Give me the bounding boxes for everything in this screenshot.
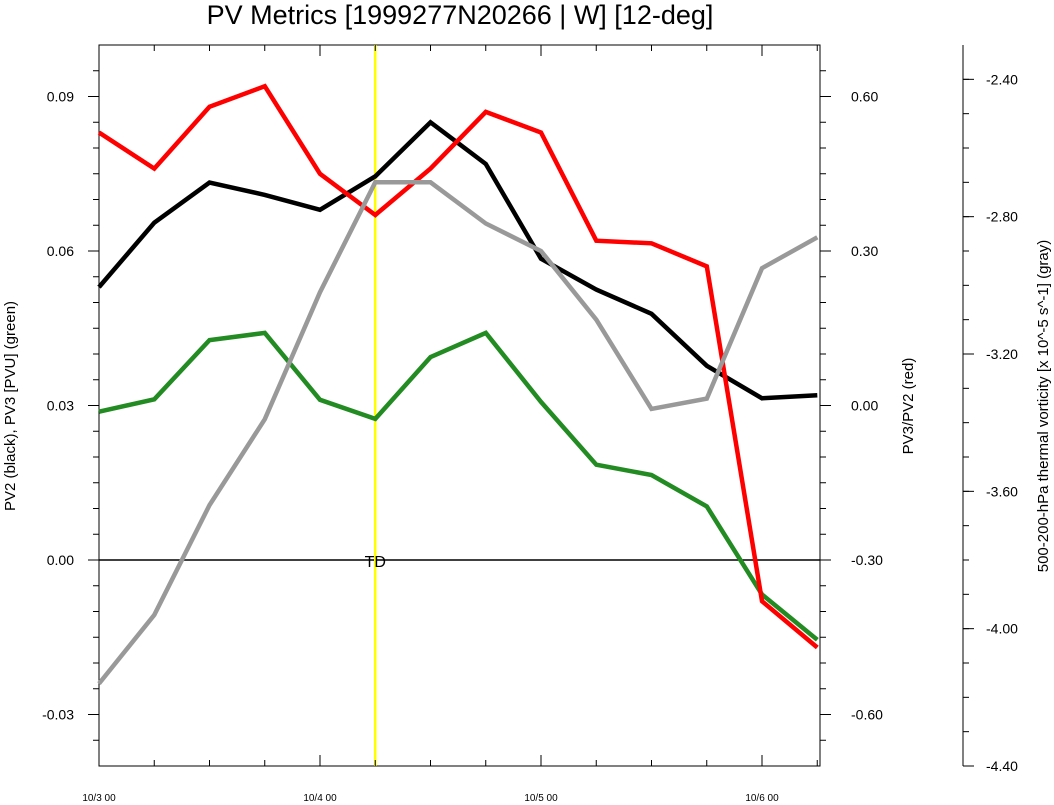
storm-stage-label: TD [365, 554, 386, 571]
y-far-right-tick-label: -4.40 [986, 758, 1018, 774]
x-tick-label: 10/3 00 [82, 793, 116, 804]
y-far-right-tick-label: -3.60 [986, 483, 1018, 499]
y-axis-right-label: PV3/PV2 (red) [900, 358, 917, 455]
y-left-tick-label: -0.03 [42, 707, 74, 723]
plot-frame [98, 44, 821, 767]
y-right-tick-label: 0.30 [851, 243, 878, 259]
x-tick-label: 10/5 00 [524, 793, 558, 804]
y-far-right-tick-label: -2.40 [986, 71, 1018, 87]
x-tick-label: 10/4 00 [303, 793, 337, 804]
y-right-tick-label: -0.30 [851, 552, 883, 568]
series-line-right-2 [97, 83, 819, 650]
y-left-tick-label: 0.06 [47, 243, 74, 259]
series-layer [97, 83, 819, 686]
y-far-right-tick-label: -2.80 [986, 209, 1018, 225]
series-line-far_right-3 [97, 180, 819, 686]
plot-frame-layer: TD [98, 44, 821, 767]
x-tick-label: 10/6 00 [745, 793, 779, 804]
y-left-tick-label: 0.00 [47, 552, 74, 568]
axes-layer: -0.03 0.00 0.03 0.06 0.09 -0.60 -0.30 0.00 0.30 0… [42, 45, 1018, 804]
series-line-left-0 [97, 119, 818, 401]
y-axis-far-right-label: 500-200-hPa thermal vorticity [x 10^-5 s… [1035, 240, 1052, 573]
y-left-tick-label: 0.09 [47, 89, 74, 105]
y-right-tick-label: 0.00 [851, 398, 878, 414]
y-far-right-tick-label: -3.20 [986, 346, 1018, 362]
y-left-tick-label: 0.03 [47, 398, 74, 414]
y-right-tick-label: 0.60 [851, 89, 878, 105]
series-line-left-1 [98, 330, 819, 642]
y-far-right-tick-label: -4.00 [986, 621, 1018, 637]
y-right-tick-label: -0.60 [851, 707, 883, 723]
chart-title: PV Metrics [1999277N20266 | W] [12-deg] [207, 0, 714, 30]
y-axis-left-label: PV2 (black), PV3 [PVU] (green) [2, 301, 19, 511]
